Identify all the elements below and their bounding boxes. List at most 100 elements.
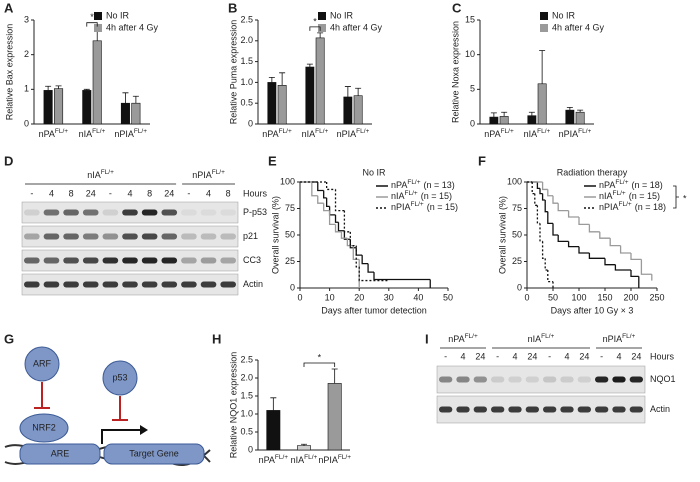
group-label-part: FL/+ — [465, 333, 478, 340]
band — [508, 376, 522, 383]
bar — [131, 102, 141, 125]
survival-step — [552, 195, 559, 204]
survival-step — [547, 211, 553, 224]
survival-step — [547, 269, 553, 283]
survival-step — [352, 245, 360, 261]
band — [161, 257, 178, 264]
panel-label: A — [4, 0, 14, 15]
band — [200, 281, 217, 288]
x-tick-label-part: FL/+ — [55, 128, 68, 135]
x-tick-label-part: FL/+ — [275, 454, 288, 461]
node-label: ARE — [51, 448, 70, 458]
band — [181, 209, 197, 216]
survival-step — [337, 222, 345, 232]
x-tick-label-part: nPIA — [318, 455, 338, 465]
x-tick-label-part: nPIA — [559, 129, 579, 139]
panel-label: D — [4, 153, 13, 168]
band — [24, 209, 40, 216]
band — [141, 257, 158, 264]
lane-label: - — [109, 188, 112, 198]
legend-label: No IR — [552, 10, 576, 20]
band — [102, 281, 119, 288]
band — [43, 281, 60, 288]
survival-step — [536, 205, 540, 224]
survival-step — [328, 206, 336, 216]
survival-step — [536, 182, 540, 190]
legend-label-part: nPA — [391, 180, 407, 190]
blot-strip — [436, 395, 646, 424]
x-tick-label-part: nPA — [262, 129, 278, 139]
x-tick-label-part: nIA — [302, 129, 316, 139]
survival-step — [340, 231, 348, 239]
panel-label: F — [478, 153, 486, 168]
node-label: ARF — [33, 358, 52, 368]
x-tick-label-part: FL/+ — [279, 128, 292, 135]
band — [525, 376, 539, 383]
band — [43, 209, 60, 216]
survival-step — [317, 182, 324, 192]
legend-label-part: FL/+ — [407, 179, 420, 186]
band — [181, 281, 197, 288]
lane-label: 4 — [127, 188, 132, 198]
y-tick-label: 0.5 — [240, 426, 253, 436]
x-tick-label: 20 — [354, 292, 364, 302]
error-bar — [122, 92, 129, 104]
error-bar — [270, 397, 277, 411]
group-label-part: nIA — [87, 170, 101, 180]
survival-step — [557, 235, 569, 243]
legend-label-part: FL/+ — [619, 201, 632, 208]
x-tick-label-part: FL/+ — [92, 128, 105, 135]
error-bar — [55, 85, 62, 89]
group-label: nPIAFL/+ — [603, 333, 636, 345]
survival-step — [539, 188, 543, 195]
survival-step — [334, 189, 345, 212]
y-tick-label: 5 — [470, 84, 475, 94]
y-tick-label: 10 — [465, 49, 475, 59]
y-tick-label: 0.5 — [240, 98, 253, 108]
bar — [499, 116, 509, 125]
bar — [305, 66, 315, 125]
lane-label: 24 — [86, 188, 96, 198]
x-tick-label: nPIAFL/+ — [114, 128, 147, 140]
band — [82, 209, 99, 216]
y-axis-label: Relative Bax expression — [4, 24, 14, 121]
error-bar — [528, 111, 535, 116]
x-tick-label: 150 — [597, 292, 612, 302]
y-tick-label: 25 — [512, 256, 522, 266]
x-tick-label-part: FL/+ — [338, 454, 351, 461]
x-tick-label: 200 — [623, 292, 638, 302]
legend-label-part: (n = 15) — [629, 191, 660, 201]
band — [161, 233, 178, 240]
x-tick-label: nPIAFL/+ — [559, 128, 592, 140]
survival-step — [334, 214, 339, 223]
bar — [327, 383, 342, 451]
survival-step — [346, 238, 354, 247]
x-tick-label: 0 — [524, 292, 529, 302]
error-bar — [268, 77, 275, 83]
bar — [267, 82, 277, 125]
survival-step — [541, 241, 546, 259]
legend-label-part: FL/+ — [615, 179, 628, 186]
error-bar — [501, 111, 508, 117]
band — [102, 233, 119, 240]
y-tick-label: 3 — [24, 14, 29, 24]
band — [122, 209, 138, 216]
legend-label: nPAFL/+ (n = 13) — [391, 179, 455, 191]
x-tick-label: 50 — [443, 292, 453, 302]
legend-label-part: nPIA — [391, 202, 411, 212]
band — [595, 406, 609, 413]
node-label: Target Gene — [129, 448, 179, 458]
panel-label: E — [268, 153, 277, 168]
bar — [266, 410, 281, 451]
group-label-part: FL/+ — [212, 169, 225, 176]
y-tick-label: 0 — [290, 282, 295, 292]
lanes-title: Hours — [243, 188, 268, 198]
group-label-part: nPA — [448, 334, 464, 344]
lane-label: 24 — [579, 351, 589, 361]
band — [220, 257, 236, 264]
y-tick-label: 2.0 — [240, 35, 253, 45]
x-tick-label: nPAFL/+ — [262, 128, 292, 140]
x-tick-label-part: FL/+ — [315, 128, 328, 135]
band — [543, 406, 557, 413]
y-tick-label: 1.5 — [240, 56, 253, 66]
